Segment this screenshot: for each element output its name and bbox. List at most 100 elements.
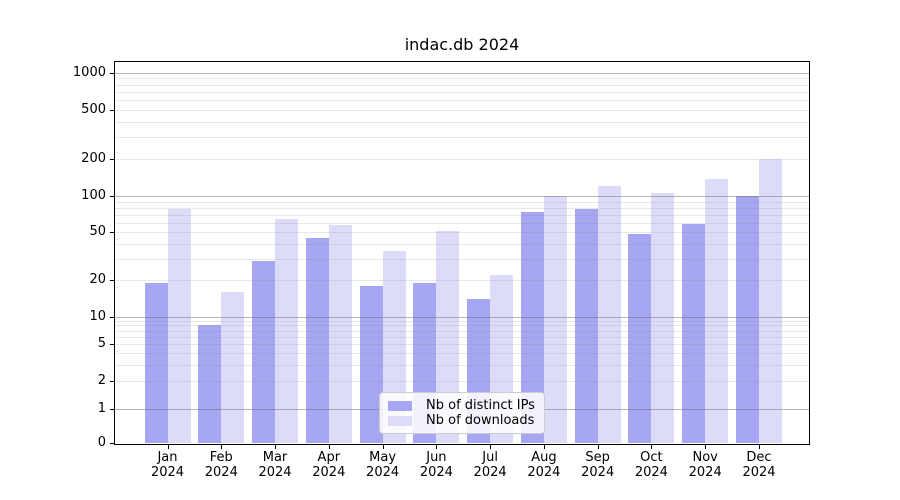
y-tick-label-100: 100 — [81, 188, 106, 203]
bar-ips-mar — [252, 260, 275, 443]
x-tick-label-dec: Dec 2024 — [742, 450, 776, 480]
gridline-minor-4 — [115, 353, 809, 355]
gridline-minor-3 — [115, 364, 809, 366]
bar-downloads-dec — [759, 158, 782, 443]
legend: Nb of distinct IPs Nb of downloads — [379, 392, 545, 434]
legend-swatch-downloads — [388, 415, 412, 426]
legend-swatch-distinct-ips — [388, 400, 412, 411]
gridline-minor-200 — [115, 158, 809, 160]
bar-ips-feb — [198, 325, 222, 443]
y-tick-mark-100 — [110, 196, 114, 197]
y-tick-mark-1000 — [110, 73, 114, 74]
gridline-minor-300 — [115, 137, 809, 139]
gridline-minor-6 — [115, 336, 809, 338]
gridline-minor-20 — [115, 280, 809, 282]
y-tick-label-50: 50 — [89, 224, 106, 240]
gridline-minor-50 — [115, 232, 809, 234]
plot-area — [114, 61, 810, 445]
gridline-major-10 — [115, 316, 809, 318]
y-tick-mark-5 — [110, 344, 114, 345]
y-tick-label-20: 20 — [89, 272, 106, 288]
y-tick-mark-1 — [110, 409, 114, 410]
gridline-major-100 — [115, 196, 809, 197]
gridline-minor-30 — [115, 259, 809, 260]
bar-ips-jan — [144, 282, 168, 443]
gridline-minor-8 — [115, 325, 809, 327]
legend-item-downloads: Nb of downloads — [386, 413, 538, 428]
bar-ips-apr — [305, 237, 329, 443]
x-tick-mark-may — [383, 445, 384, 449]
gridline-minor-800 — [115, 84, 809, 86]
bar-ips-oct — [628, 234, 652, 443]
bar-ips-aug — [520, 211, 544, 443]
x-tick-label-aug: Aug 2024 — [527, 450, 561, 480]
gridline-minor-2 — [115, 380, 809, 382]
gridline-minor-80 — [115, 207, 809, 209]
x-tick-label-oct: Oct 2024 — [634, 450, 668, 480]
y-tick-label-1: 1 — [97, 400, 106, 416]
gridline-minor-40 — [115, 244, 809, 245]
y-tick-mark-200 — [110, 159, 114, 160]
x-tick-label-sep: Sep 2024 — [581, 450, 615, 480]
gridline-minor-5 — [115, 344, 809, 346]
bar-downloads-oct — [651, 192, 675, 443]
x-tick-mark-sep — [598, 445, 599, 449]
y-tick-mark-2 — [110, 381, 114, 382]
x-tick-mark-jul — [490, 445, 491, 449]
x-tick-label-nov: Nov 2024 — [688, 450, 722, 480]
x-tick-mark-mar — [275, 445, 276, 449]
gridline-minor-700 — [115, 91, 809, 93]
bar-downloads-sep — [597, 186, 621, 443]
gridline-major-1000 — [115, 72, 809, 74]
bar-downloads-nov — [705, 179, 729, 443]
bar-ips-sep — [574, 209, 598, 443]
gridline-minor-7 — [115, 330, 809, 332]
bar-downloads-jun — [436, 231, 460, 443]
legend-label-distinct-ips: Nb of distinct IPs — [426, 398, 535, 413]
bar-downloads-mar — [275, 219, 298, 443]
x-tick-mark-dec — [759, 445, 760, 449]
bar-ips-dec — [736, 196, 759, 443]
x-tick-mark-jun — [436, 445, 437, 449]
x-tick-mark-oct — [651, 445, 652, 449]
x-tick-mark-nov — [705, 445, 706, 449]
x-tick-label-jun: Jun 2024 — [419, 450, 453, 480]
bar-downloads-aug — [543, 196, 567, 443]
x-tick-label-apr: Apr 2024 — [312, 450, 346, 480]
legend-item-distinct-ips: Nb of distinct IPs — [386, 398, 538, 413]
gridline-minor-70 — [115, 214, 809, 216]
x-tick-label-mar: Mar 2024 — [258, 450, 292, 480]
y-tick-mark-50 — [110, 232, 114, 233]
x-tick-mark-jan — [168, 445, 169, 449]
x-tick-label-feb: Feb 2024 — [204, 450, 238, 480]
legend-label-downloads: Nb of downloads — [426, 413, 535, 428]
gridline-minor-400 — [115, 121, 809, 123]
bar-ips-nov — [682, 223, 706, 443]
gridline-minor-600 — [115, 99, 809, 101]
bar-downloads-jan — [167, 209, 191, 443]
y-tick-label-2: 2 — [97, 372, 106, 388]
y-tick-label-200: 200 — [81, 150, 106, 166]
gridline-minor-500 — [115, 109, 809, 111]
y-tick-label-1000: 1000 — [72, 64, 106, 80]
gridline-minor-900 — [115, 78, 809, 80]
x-tick-label-may: May 2024 — [366, 450, 400, 480]
bar-ips-may — [359, 285, 383, 443]
y-tick-mark-20 — [110, 280, 114, 281]
x-tick-label-jul: Jul 2024 — [473, 450, 507, 480]
bar-downloads-apr — [328, 225, 352, 443]
y-tick-label-500: 500 — [81, 101, 106, 117]
y-tick-label-0: 0 — [97, 435, 106, 450]
x-tick-mark-aug — [544, 445, 545, 449]
gridline-minor-9 — [115, 320, 809, 322]
y-tick-label-5: 5 — [97, 336, 106, 352]
chart-title: indac.db 2024 — [404, 35, 520, 54]
y-tick-mark-0 — [110, 443, 114, 444]
y-tick-mark-500 — [110, 110, 114, 111]
y-tick-mark-10 — [110, 317, 114, 318]
y-tick-label-10: 10 — [89, 308, 106, 324]
x-tick-mark-apr — [329, 445, 330, 449]
x-tick-mark-feb — [221, 445, 222, 449]
bar-downloads-feb — [221, 291, 245, 443]
